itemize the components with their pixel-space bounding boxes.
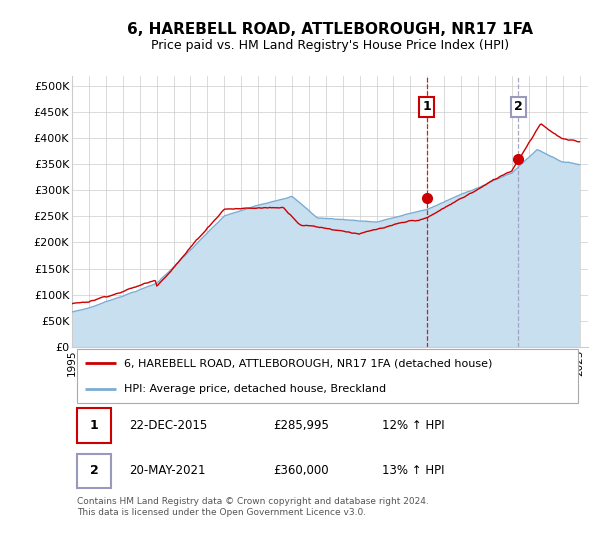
- Text: Contains HM Land Registry data © Crown copyright and database right 2024.
This d: Contains HM Land Registry data © Crown c…: [77, 497, 429, 517]
- Text: 13% ↑ HPI: 13% ↑ HPI: [382, 464, 444, 477]
- Text: £285,995: £285,995: [273, 419, 329, 432]
- Text: 6, HAREBELL ROAD, ATTLEBOROUGH, NR17 1FA (detached house): 6, HAREBELL ROAD, ATTLEBOROUGH, NR17 1FA…: [124, 358, 492, 368]
- Text: HPI: Average price, detached house, Breckland: HPI: Average price, detached house, Brec…: [124, 384, 386, 394]
- Text: £360,000: £360,000: [273, 464, 329, 477]
- Text: 12% ↑ HPI: 12% ↑ HPI: [382, 419, 444, 432]
- FancyBboxPatch shape: [77, 349, 578, 403]
- Text: 1: 1: [422, 100, 431, 113]
- Text: 22-DEC-2015: 22-DEC-2015: [129, 419, 207, 432]
- FancyBboxPatch shape: [77, 408, 110, 443]
- Text: 2: 2: [90, 464, 98, 477]
- FancyBboxPatch shape: [77, 454, 110, 488]
- Text: Price paid vs. HM Land Registry's House Price Index (HPI): Price paid vs. HM Land Registry's House …: [151, 39, 509, 52]
- Text: 2: 2: [514, 100, 523, 113]
- Text: 1: 1: [90, 419, 98, 432]
- Text: 20-MAY-2021: 20-MAY-2021: [129, 464, 205, 477]
- Text: 6, HAREBELL ROAD, ATTLEBOROUGH, NR17 1FA: 6, HAREBELL ROAD, ATTLEBOROUGH, NR17 1FA: [127, 22, 533, 38]
